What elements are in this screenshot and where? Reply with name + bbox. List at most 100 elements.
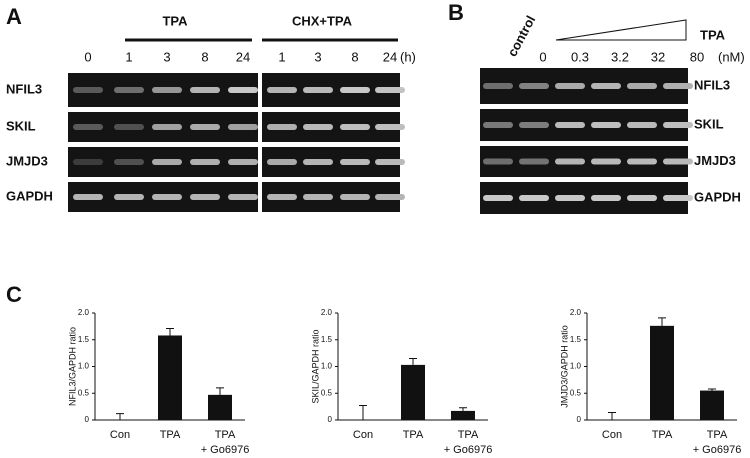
y-tick-label: 2.0 (321, 308, 333, 317)
bar (158, 335, 182, 420)
gel-band (340, 87, 370, 93)
gel-band (228, 124, 258, 130)
gel-band (340, 194, 370, 200)
y-tick-label: 0.5 (570, 388, 582, 397)
x-tick-label: TPA + Go6976 (692, 429, 742, 456)
lane-label: 24 (383, 49, 397, 64)
gel-band (228, 194, 258, 200)
y-tick-label: 1.0 (78, 362, 90, 371)
panel-label: B (448, 0, 464, 25)
group-label: TPA (162, 13, 188, 28)
gel-band (519, 122, 549, 128)
x-tick-label: Con (601, 429, 623, 441)
gel-band (483, 83, 513, 89)
error-bar (166, 328, 174, 336)
bar (451, 410, 475, 420)
gel-band (228, 159, 258, 165)
bar (650, 325, 674, 420)
unit-label: (h) (400, 49, 416, 64)
x-tick-label: TPA + Go6976 (200, 429, 250, 456)
lane-label: 8 (201, 49, 208, 64)
gel-band (555, 122, 585, 128)
x-tick-label: TPA (402, 429, 424, 441)
gel-band (483, 122, 513, 128)
lane-label: 1 (125, 49, 132, 64)
y-tick-label: 0.5 (78, 388, 90, 397)
gene-label: GAPDH (694, 189, 741, 204)
gel-band (663, 195, 693, 201)
gel-band (267, 87, 297, 93)
gel-band (73, 194, 103, 200)
gel-band (591, 122, 621, 128)
gel-band (663, 122, 693, 128)
lane-label: 3 (314, 49, 321, 64)
gel-band (267, 159, 297, 165)
gel-band (627, 122, 657, 128)
error-bar (708, 388, 716, 391)
y-tick-label: 0 (328, 415, 333, 424)
gel-band (114, 124, 144, 130)
lane-label: 1 (278, 49, 285, 64)
y-axis-label: SKIL/GAPDH ratio (310, 329, 320, 403)
gel-band (267, 124, 297, 130)
y-tick-label: 0.5 (321, 388, 333, 397)
gel-band (228, 87, 258, 93)
lane-label: 0 (539, 49, 546, 64)
lane-label: 0.3 (571, 49, 589, 64)
lane-label: 80 (690, 49, 704, 64)
treatment-label: TPA (700, 27, 726, 42)
gel-band (303, 194, 333, 200)
gel-band (190, 87, 220, 93)
gel-band (663, 83, 693, 89)
group-label: CHX+TPA (292, 13, 353, 28)
gel-band (375, 87, 405, 93)
gel-band (627, 158, 657, 165)
y-tick-label: 1.5 (570, 335, 582, 344)
gel-band (591, 158, 621, 165)
error-bar (459, 407, 467, 411)
lane-label: 3.2 (611, 49, 629, 64)
gel-band (519, 158, 549, 165)
x-tick-label: TPA (159, 429, 181, 441)
gel-band (114, 87, 144, 93)
gel-band (375, 124, 405, 130)
gel-band (73, 159, 103, 165)
y-tick-label: 1.0 (321, 362, 333, 371)
error-bar (608, 412, 616, 420)
gel-band (152, 124, 182, 130)
gel-band (190, 124, 220, 130)
gel-band (591, 195, 621, 201)
gene-label: NFIL3 (694, 77, 730, 92)
gel-band (663, 158, 693, 165)
error-bar (409, 357, 417, 365)
gene-label: NFIL3 (6, 81, 42, 96)
gel-band (73, 124, 103, 130)
gel-band (519, 83, 549, 89)
lane-label: 32 (651, 49, 665, 64)
y-tick-label: 2.0 (78, 308, 90, 317)
gel-band (152, 194, 182, 200)
x-tick-label: TPA (651, 429, 673, 441)
bar (700, 390, 724, 420)
dose-triangle (555, 19, 687, 41)
gene-label: SKIL (694, 116, 724, 131)
gel-band (303, 159, 333, 165)
y-tick-label: 1.5 (321, 335, 333, 344)
x-tick-label: Con (109, 429, 131, 441)
gel-band (375, 159, 405, 165)
gel-band (375, 194, 405, 200)
x-tick-label: Con (352, 429, 374, 441)
gel-band (340, 159, 370, 165)
y-tick-label: 2.0 (570, 308, 582, 317)
gel-band (555, 195, 585, 201)
gel-band (73, 87, 103, 93)
gene-label: GAPDH (6, 188, 53, 203)
error-bar (116, 413, 124, 420)
unit-label: (nM) (718, 49, 745, 64)
gel-band (152, 159, 182, 165)
y-tick-label: 1.0 (570, 362, 582, 371)
lane-label: 0 (84, 49, 91, 64)
x-tick-label: TPA + Go6976 (443, 429, 493, 456)
